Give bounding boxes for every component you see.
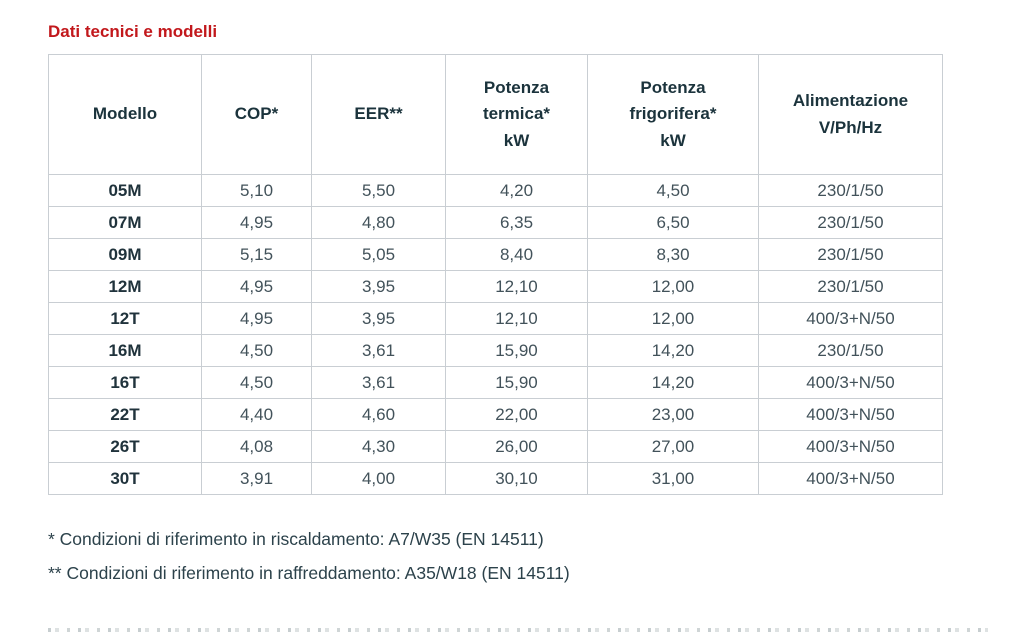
technical-data-table: Modello COP* EER** Potenza termica* kW Potenza… [48, 54, 943, 495]
cell-value: 400/3+N/50 [758, 462, 943, 495]
table-row: 09M 5,15 5,05 8,40 8,30 230/1/50 [48, 238, 943, 271]
cell-value: 230/1/50 [758, 334, 943, 367]
cell-value: 6,50 [587, 206, 759, 239]
cell-value: 14,20 [587, 366, 759, 399]
cell-model: 16T [48, 366, 202, 399]
column-header-alimentazione: Alimentazione V/Ph/Hz [758, 54, 943, 175]
table-row: 30T 3,91 4,00 30,10 31,00 400/3+N/50 [48, 462, 943, 495]
cell-model: 30T [48, 462, 202, 495]
cell-value: 5,05 [311, 238, 446, 271]
cell-value: 4,95 [201, 302, 312, 335]
cell-value: 4,95 [201, 206, 312, 239]
cell-value: 26,00 [445, 430, 588, 463]
cell-value: 3,61 [311, 334, 446, 367]
column-header-potenza-termica: Potenza termica* kW [445, 54, 588, 175]
cell-model: 09M [48, 238, 202, 271]
cell-value: 4,50 [587, 174, 759, 207]
table-row: 22T 4,40 4,60 22,00 23,00 400/3+N/50 [48, 398, 943, 431]
cell-value: 22,00 [445, 398, 588, 431]
cell-value: 400/3+N/50 [758, 302, 943, 335]
cell-model: 05M [48, 174, 202, 207]
cell-value: 12,10 [445, 270, 588, 303]
cell-value: 5,50 [311, 174, 446, 207]
cell-value: 3,61 [311, 366, 446, 399]
cell-value: 27,00 [587, 430, 759, 463]
cell-model: 12M [48, 270, 202, 303]
cell-value: 4,95 [201, 270, 312, 303]
column-header-cop: COP* [201, 54, 312, 175]
cell-value: 4,00 [311, 462, 446, 495]
table-row: 05M 5,10 5,50 4,20 4,50 230/1/50 [48, 174, 943, 207]
cell-value: 4,50 [201, 334, 312, 367]
cell-value: 4,08 [201, 430, 312, 463]
cell-value: 3,95 [311, 302, 446, 335]
cell-value: 230/1/50 [758, 206, 943, 239]
page-title: Dati tecnici e modelli [48, 22, 218, 41]
cell-value: 230/1/50 [758, 270, 943, 303]
cell-value: 3,91 [201, 462, 312, 495]
column-header-potenza-frigorifera: Potenza frigorifera* kW [587, 54, 759, 175]
cell-value: 3,95 [311, 270, 446, 303]
cutoff-text-line [48, 628, 988, 632]
cell-value: 23,00 [587, 398, 759, 431]
table-body: 05M 5,10 5,50 4,20 4,50 230/1/50 07M 4,95 4,80 6,… [48, 174, 943, 495]
cell-value: 230/1/50 [758, 174, 943, 207]
cell-value: 4,30 [311, 430, 446, 463]
cell-value: 4,50 [201, 366, 312, 399]
cell-model: 12T [48, 302, 202, 335]
cell-value: 6,35 [445, 206, 588, 239]
cell-value: 5,10 [201, 174, 312, 207]
cell-value: 31,00 [587, 462, 759, 495]
column-header-eer: EER** [311, 54, 446, 175]
table-row: 16T 4,50 3,61 15,90 14,20 400/3+N/50 [48, 366, 943, 399]
cell-value: 4,60 [311, 398, 446, 431]
cell-value: 12,10 [445, 302, 588, 335]
cell-value: 400/3+N/50 [758, 398, 943, 431]
table-row: 07M 4,95 4,80 6,35 6,50 230/1/50 [48, 206, 943, 239]
cell-value: 12,00 [587, 302, 759, 335]
cell-value: 14,20 [587, 334, 759, 367]
table-header-row: Modello COP* EER** Potenza termica* kW Potenza… [48, 54, 943, 175]
cell-value: 30,10 [445, 462, 588, 495]
table-row: 12T 4,95 3,95 12,10 12,00 400/3+N/50 [48, 302, 943, 335]
cell-model: 26T [48, 430, 202, 463]
table-header: Modello COP* EER** Potenza termica* kW Potenza… [48, 54, 943, 175]
table-row: 26T 4,08 4,30 26,00 27,00 400/3+N/50 [48, 430, 943, 463]
cell-value: 400/3+N/50 [758, 366, 943, 399]
table-row: 16M 4,50 3,61 15,90 14,20 230/1/50 [48, 334, 943, 367]
cell-model: 16M [48, 334, 202, 367]
cell-value: 8,40 [445, 238, 588, 271]
footnote-cooling-conditions: ** Condizioni di riferimento in raffredd… [48, 563, 570, 583]
table-row: 12M 4,95 3,95 12,10 12,00 230/1/50 [48, 270, 943, 303]
cell-value: 15,90 [445, 366, 588, 399]
cell-model: 07M [48, 206, 202, 239]
cell-value: 4,40 [201, 398, 312, 431]
cell-value: 4,20 [445, 174, 588, 207]
cell-value: 15,90 [445, 334, 588, 367]
footnote-heating-conditions: * Condizioni di riferimento in riscaldam… [48, 529, 544, 549]
cell-value: 230/1/50 [758, 238, 943, 271]
column-header-modello: Modello [48, 54, 202, 175]
cell-value: 4,80 [311, 206, 446, 239]
cell-value: 400/3+N/50 [758, 430, 943, 463]
cell-model: 22T [48, 398, 202, 431]
cell-value: 5,15 [201, 238, 312, 271]
cell-value: 8,30 [587, 238, 759, 271]
cell-value: 12,00 [587, 270, 759, 303]
